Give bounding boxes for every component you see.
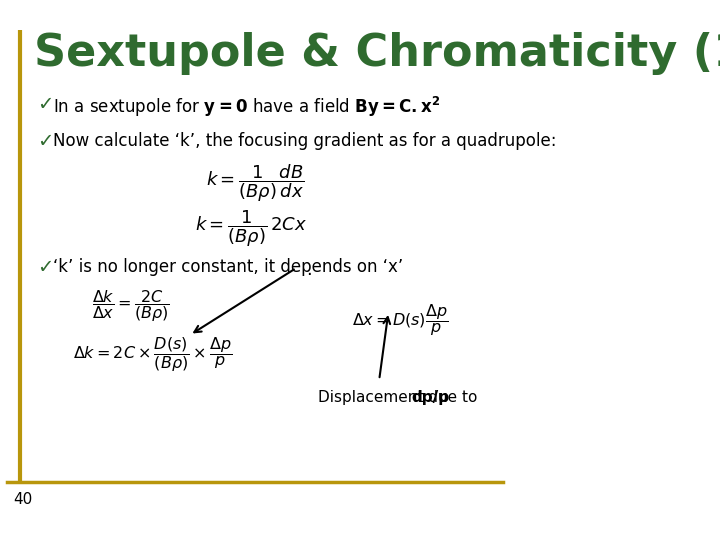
Text: In a sextupole for $\mathbf{y = 0}$ have a field $\mathbf{By = C.x^2}$: In a sextupole for $\mathbf{y = 0}$ have… [53,95,441,119]
Text: Sextupole & Chromaticity (1): Sextupole & Chromaticity (1) [34,32,720,75]
Text: ✓: ✓ [37,258,53,277]
Text: $\Delta k = 2C \times \dfrac{D(s)}{(B\rho)} \times \dfrac{\Delta p}{p}$: $\Delta k = 2C \times \dfrac{D(s)}{(B\rh… [73,335,232,374]
Text: ‘k’ is no longer constant, it depends on ‘x’: ‘k’ is no longer constant, it depends on… [53,258,403,276]
Text: $k = \dfrac{1}{(B\rho)}\, 2Cx$: $k = \dfrac{1}{(B\rho)}\, 2Cx$ [195,208,307,248]
Text: $\dfrac{\Delta k}{\Delta x} = \dfrac{2C}{(B\rho)}$: $\dfrac{\Delta k}{\Delta x} = \dfrac{2C}… [92,288,170,324]
Text: Displacement due to: Displacement due to [318,390,482,405]
Text: 40: 40 [13,492,32,507]
Text: .: . [306,261,312,279]
Text: $\Delta x = D(s)\dfrac{\Delta p}{p}$: $\Delta x = D(s)\dfrac{\Delta p}{p}$ [352,302,449,338]
Text: ✓: ✓ [37,95,53,114]
Text: ✓: ✓ [37,132,53,151]
Text: $k = \dfrac{1}{(B\rho)} \dfrac{dB}{dx}$: $k = \dfrac{1}{(B\rho)} \dfrac{dB}{dx}$ [206,162,305,204]
Text: dp/p: dp/p [412,390,450,405]
Text: Now calculate ‘k’, the focusing gradient as for a quadrupole:: Now calculate ‘k’, the focusing gradient… [53,132,557,150]
